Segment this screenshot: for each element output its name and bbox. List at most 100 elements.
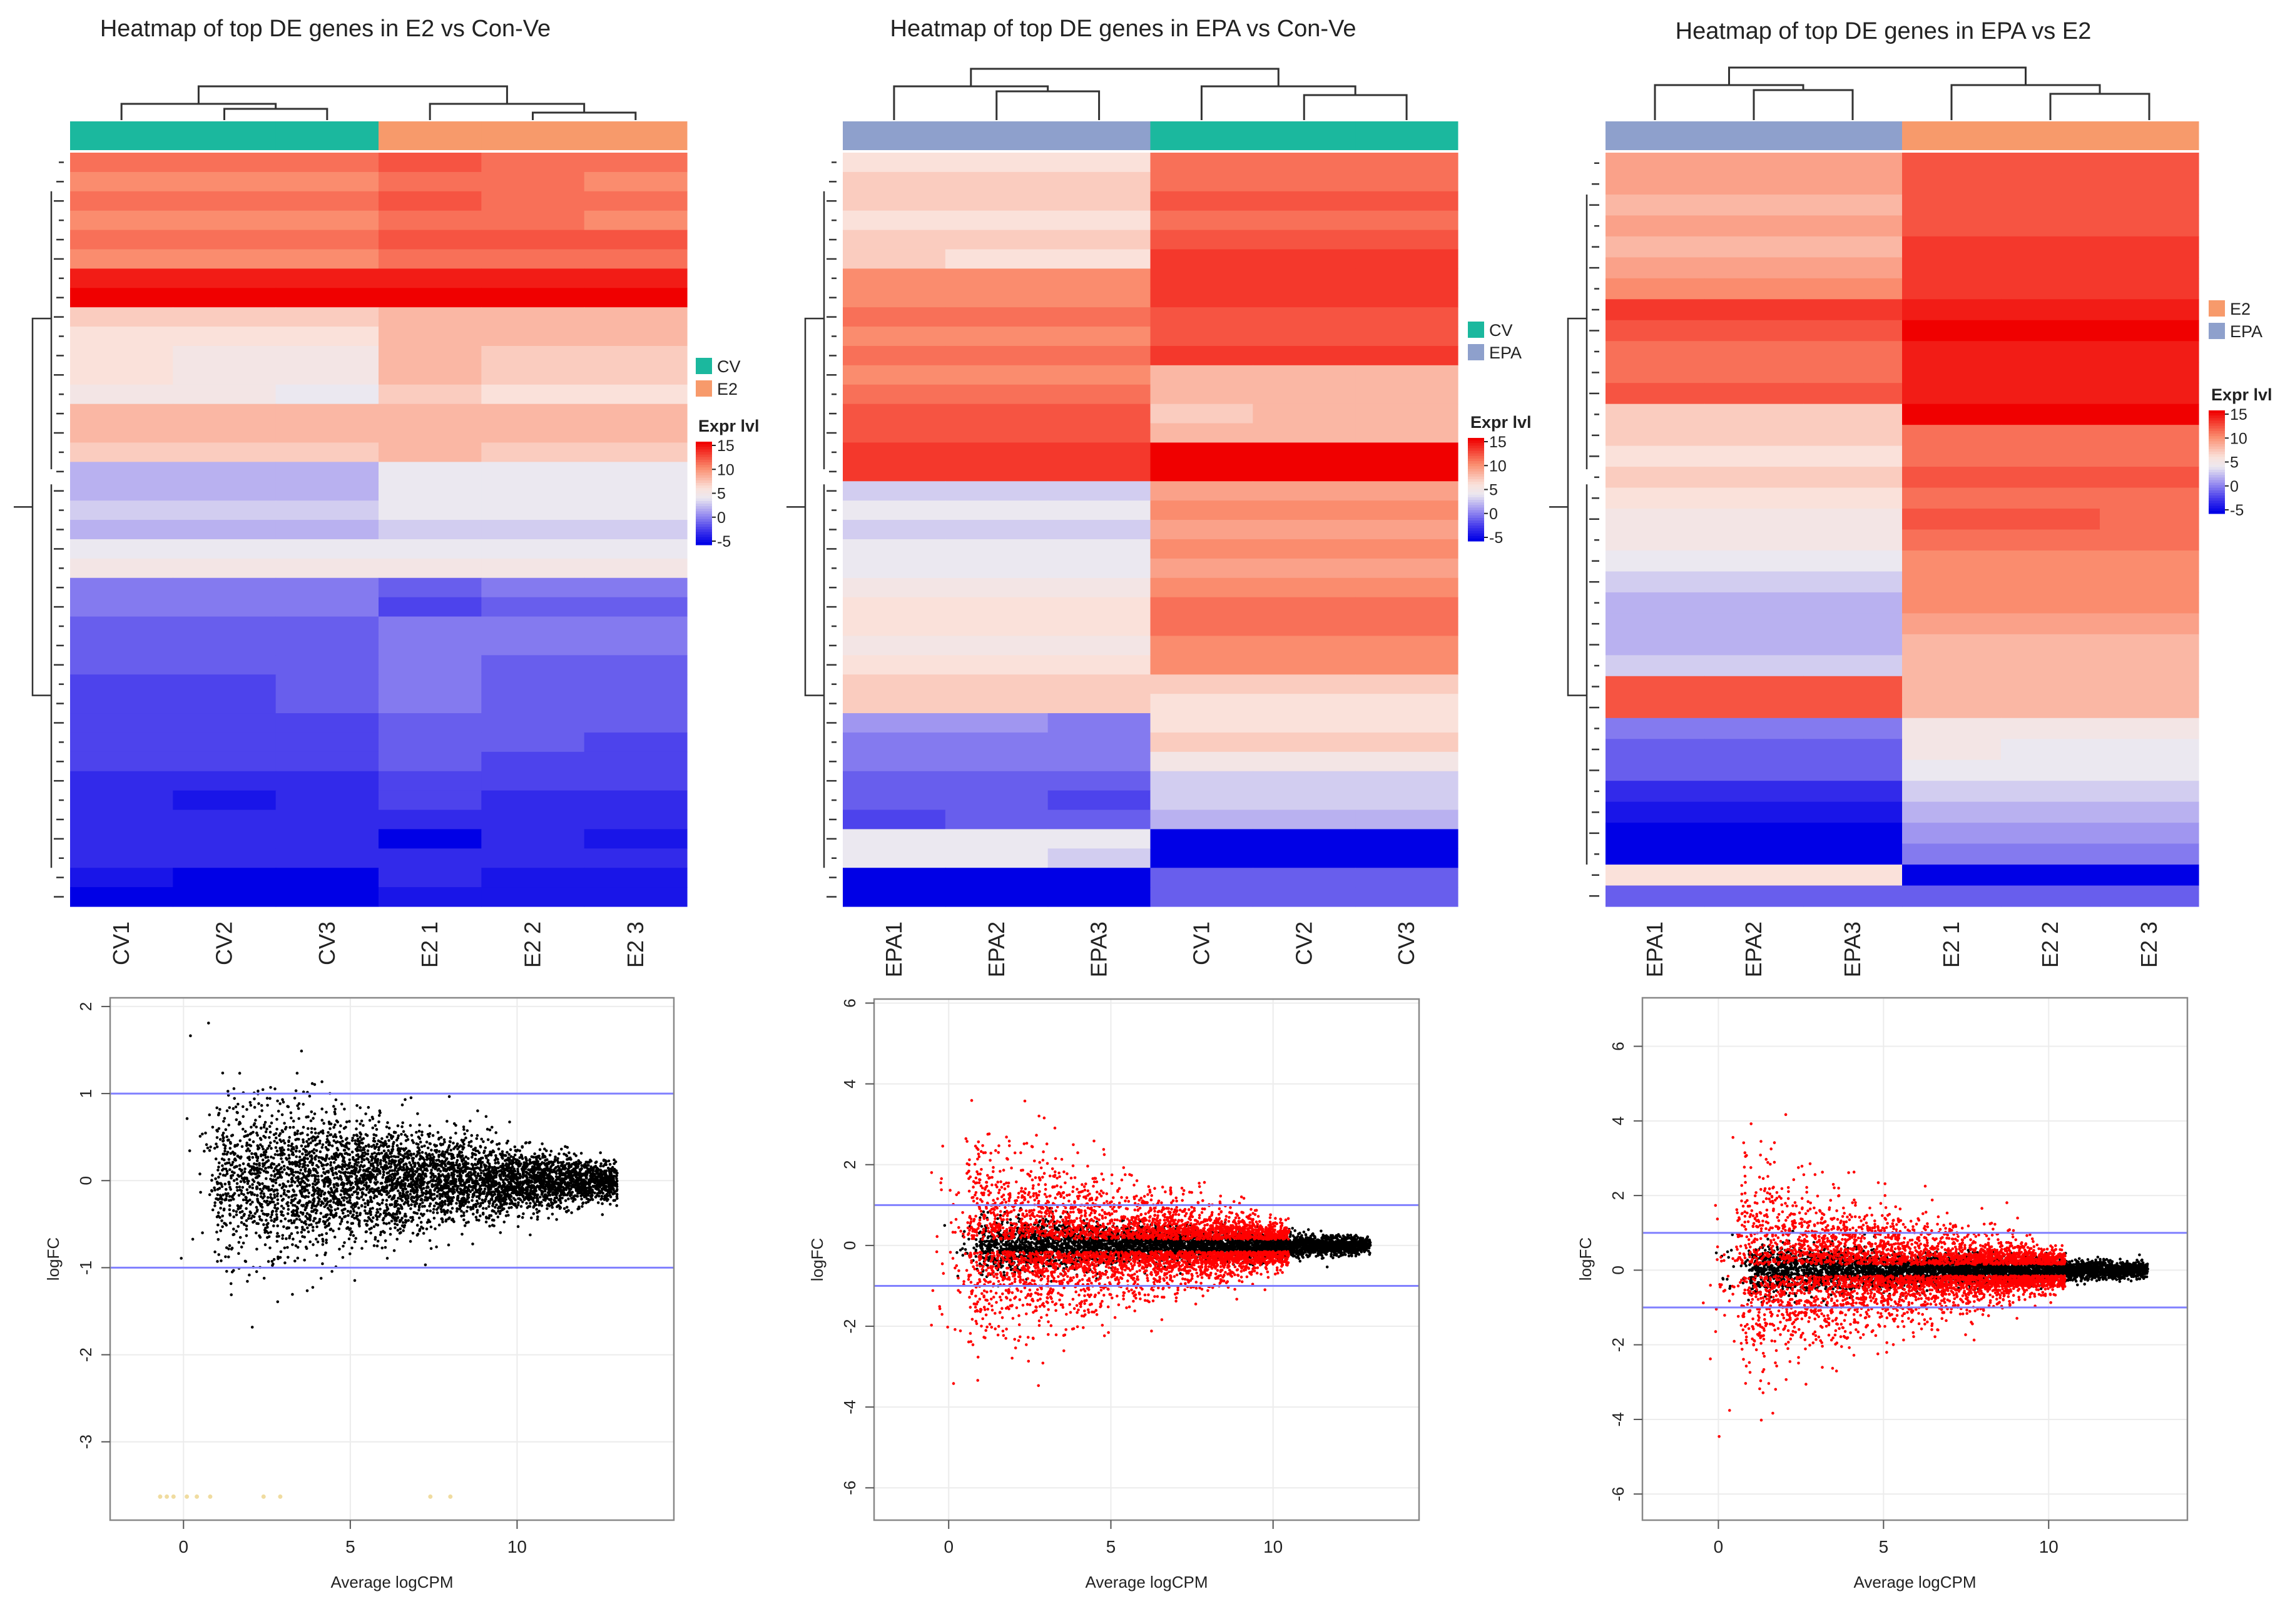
heatmap-cell bbox=[173, 423, 277, 444]
heatmap-cell bbox=[2100, 571, 2199, 593]
data-point bbox=[359, 1132, 363, 1136]
data-point bbox=[303, 1259, 307, 1262]
data-point bbox=[253, 1212, 257, 1215]
heatmap-cell bbox=[843, 403, 946, 424]
heatmap-cell bbox=[379, 403, 482, 424]
heatmap-cell bbox=[584, 868, 688, 888]
scale-bar-segment bbox=[2209, 495, 2225, 499]
data-point bbox=[277, 1153, 280, 1157]
data-point bbox=[328, 1157, 331, 1160]
data-point bbox=[281, 1237, 284, 1240]
data-point bbox=[372, 1216, 375, 1219]
heatmap-cell bbox=[1150, 191, 1253, 211]
heatmap-cell bbox=[275, 751, 379, 772]
heatmap-cell bbox=[1803, 445, 1903, 467]
heatmap-cell bbox=[1803, 320, 1903, 342]
data-point bbox=[243, 1167, 247, 1170]
heatmap-cell bbox=[1047, 384, 1151, 405]
heatmap-title: Heatmap of top DE genes in EPA vs Con-Ve bbox=[890, 16, 1356, 42]
data-point bbox=[581, 1201, 585, 1205]
scale-bar-segment bbox=[1468, 533, 1484, 537]
data-point bbox=[229, 1282, 233, 1286]
data-point bbox=[548, 1154, 552, 1157]
heatmap-cell bbox=[584, 751, 688, 772]
data-point bbox=[325, 1241, 328, 1244]
heatmap-cell bbox=[2100, 487, 2199, 509]
data-point bbox=[245, 1188, 249, 1191]
heatmap-cell bbox=[275, 327, 379, 347]
scale-bar-segment bbox=[696, 511, 712, 514]
data-point bbox=[322, 1171, 325, 1174]
heatmap-cell bbox=[1047, 597, 1151, 617]
data-point bbox=[298, 1183, 302, 1187]
scale-bar-segment bbox=[2209, 446, 2225, 450]
data-point bbox=[245, 1219, 248, 1222]
data-point bbox=[313, 1112, 317, 1115]
data-point bbox=[521, 1215, 524, 1219]
data-point bbox=[299, 1190, 302, 1194]
heatmap-cell bbox=[173, 462, 277, 482]
data-point bbox=[480, 1137, 483, 1141]
scale-bar-segment bbox=[1468, 487, 1484, 490]
data-point bbox=[497, 1147, 501, 1150]
scale-bar-segment bbox=[696, 467, 712, 470]
column-label: CV1 bbox=[108, 921, 134, 965]
heatmap-cell bbox=[843, 345, 946, 366]
data-point bbox=[601, 1192, 605, 1195]
heatmap-cell bbox=[1355, 771, 1458, 791]
heatmap-cell bbox=[1704, 781, 1804, 803]
heatmap-cell bbox=[1803, 655, 1903, 677]
heatmap-cell bbox=[584, 539, 688, 559]
heatmap-cell bbox=[379, 384, 482, 405]
group-annotation-cell bbox=[1253, 121, 1356, 150]
data-point bbox=[488, 1152, 492, 1156]
heatmap-cell bbox=[70, 829, 173, 849]
heatmap-cell bbox=[584, 848, 688, 868]
heatmap-cell bbox=[945, 520, 1049, 540]
heatmap-cell bbox=[1902, 865, 2002, 886]
data-point bbox=[280, 1199, 284, 1202]
scale-bar-segment bbox=[696, 452, 712, 455]
heatmap-cell bbox=[481, 713, 585, 733]
heatmap-cell bbox=[1606, 173, 1705, 195]
data-point bbox=[562, 1207, 566, 1210]
scale-bar-segment bbox=[696, 537, 712, 540]
heatmap-cell bbox=[481, 848, 585, 868]
heatmap-cell bbox=[2100, 781, 2199, 803]
data-point bbox=[252, 1180, 256, 1183]
heatmap-cell bbox=[1150, 403, 1253, 424]
data-point bbox=[268, 1246, 272, 1250]
data-point bbox=[256, 1208, 259, 1212]
data-point bbox=[420, 1150, 424, 1154]
group-annotation-cell bbox=[2100, 121, 2199, 150]
data-point bbox=[554, 1155, 557, 1159]
heatmap-cell bbox=[1902, 236, 2002, 258]
heatmap-cell bbox=[1253, 153, 1356, 173]
heatmap-cell bbox=[275, 771, 379, 791]
heatmap-cell bbox=[1803, 362, 1903, 383]
data-point bbox=[294, 1089, 298, 1092]
heatmap-cell bbox=[379, 191, 482, 211]
data-point bbox=[232, 1209, 235, 1212]
scale-tick-label: 10 bbox=[2230, 430, 2247, 447]
data-point bbox=[423, 1144, 426, 1148]
data-point bbox=[538, 1148, 542, 1151]
heatmap-cell bbox=[584, 887, 688, 907]
heatmap-cell bbox=[481, 500, 585, 520]
data-point bbox=[342, 1212, 345, 1215]
data-point bbox=[377, 1145, 381, 1149]
data-point bbox=[385, 1193, 389, 1196]
data-point bbox=[261, 1182, 264, 1185]
data-point bbox=[373, 1151, 376, 1155]
data-point bbox=[391, 1145, 395, 1149]
heatmap-cell bbox=[2100, 362, 2199, 383]
data-point bbox=[494, 1161, 497, 1165]
data-point bbox=[420, 1145, 424, 1149]
heatmap-cell bbox=[2001, 383, 2100, 405]
heatmap-cell bbox=[584, 403, 688, 424]
heatmap-cell bbox=[2001, 759, 2100, 781]
data-point bbox=[415, 1212, 419, 1215]
heatmap-cell bbox=[1606, 341, 1705, 363]
data-point bbox=[279, 1250, 283, 1254]
